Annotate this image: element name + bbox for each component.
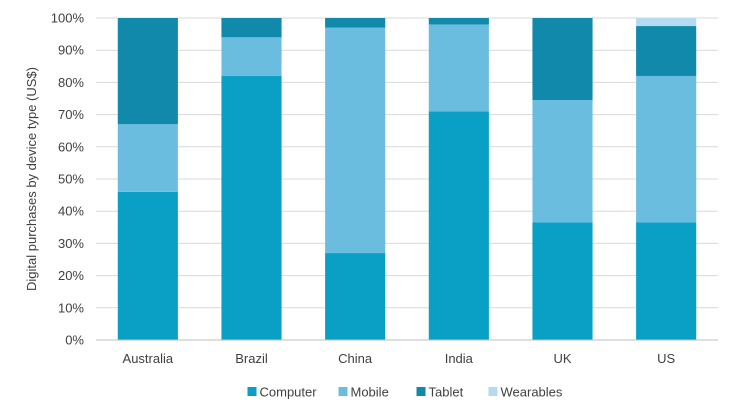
y-tick-label: 30% [58, 236, 84, 251]
bar-segment-computer [636, 222, 697, 340]
x-tick-label: Brazil [235, 351, 268, 366]
bar-segment-mobile [636, 75, 697, 223]
x-tick-label: UK [553, 351, 571, 366]
bar-segment-computer [325, 253, 386, 340]
bar-segment-tablet [636, 26, 697, 76]
bar-segment-tablet [532, 18, 593, 101]
y-tick-label: 60% [58, 139, 84, 154]
bar-segment-computer [117, 191, 178, 340]
y-tick-label: 70% [58, 107, 84, 122]
y-axis-title: Digital purchases by device type (US$) [24, 67, 39, 291]
legend-label-tablet: Tablet [429, 385, 464, 400]
bar-segment-tablet [221, 18, 282, 38]
x-tick-label: US [657, 351, 675, 366]
legend-label-wearables: Wearables [501, 385, 563, 400]
x-tick-label: China [338, 351, 373, 366]
bars [117, 18, 697, 341]
bar-segment-tablet [325, 18, 386, 28]
bar-segment-tablet [117, 18, 178, 125]
legend-label-mobile: Mobile [351, 385, 389, 400]
bar-segment-computer [428, 111, 489, 340]
y-tick-label: 10% [58, 300, 84, 315]
y-tick-label: 80% [58, 75, 84, 90]
axes: 0% 10% 20% 30% 40% 50% 60% 70% 80% 90% 100% Austral… [51, 11, 718, 366]
x-tick-label: Australia [123, 351, 174, 366]
y-tick-label: 90% [58, 43, 84, 58]
legend: Computer Mobile Tablet Wearables [247, 385, 563, 400]
legend-swatch-computer [247, 387, 257, 396]
legend-swatch-wearables [488, 387, 498, 396]
y-tick-label: 50% [58, 172, 84, 187]
y-tick-label: 20% [58, 268, 84, 283]
x-tick-label: India [445, 351, 474, 366]
legend-swatch-mobile [338, 387, 348, 396]
legend-swatch-tablet [416, 387, 426, 396]
gridlines [96, 17, 718, 309]
bar-segment-mobile [532, 100, 593, 223]
bar-segment-mobile [325, 27, 386, 254]
bar-segment-mobile [428, 24, 489, 112]
y-tick-label: 100% [51, 11, 85, 26]
bar-segment-mobile [117, 124, 178, 192]
bar-segment-computer [221, 75, 282, 341]
bar-segment-mobile [221, 37, 282, 76]
y-tick-label: 0% [65, 333, 84, 348]
bar-segment-computer [532, 222, 593, 340]
y-tick-label: 40% [58, 204, 84, 219]
legend-label-computer: Computer [260, 385, 318, 400]
bar-segment-wearables [636, 18, 697, 27]
bar-segment-tablet [428, 18, 489, 25]
